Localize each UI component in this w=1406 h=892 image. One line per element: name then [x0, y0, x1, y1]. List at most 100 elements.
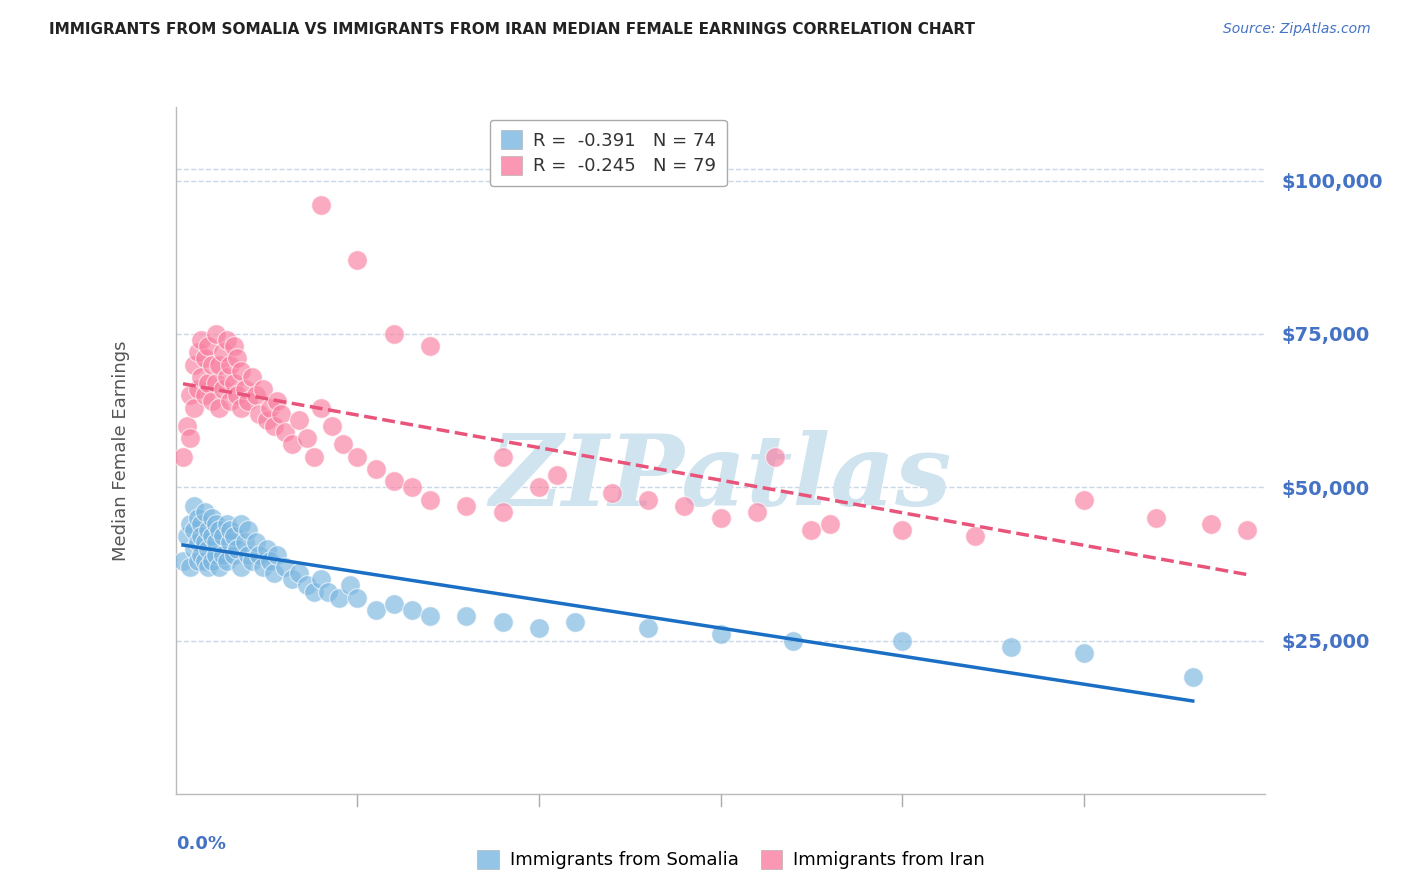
Point	[190, 369, 212, 384]
Point	[1236, 523, 1258, 537]
Point	[346, 450, 368, 464]
Point	[288, 566, 311, 580]
Point	[201, 358, 224, 372]
Point	[201, 394, 224, 409]
Point	[233, 382, 256, 396]
Point	[197, 560, 219, 574]
Point	[231, 516, 253, 531]
Point	[172, 554, 194, 568]
Point	[212, 345, 235, 359]
Point	[194, 535, 217, 549]
Point	[197, 339, 219, 353]
Point	[238, 548, 260, 562]
Point	[222, 339, 245, 353]
Point	[186, 554, 209, 568]
Text: Source: ZipAtlas.com: Source: ZipAtlas.com	[1223, 22, 1371, 37]
Point	[208, 523, 231, 537]
Point	[194, 554, 217, 568]
Point	[782, 633, 804, 648]
Point	[247, 407, 270, 421]
Point	[318, 584, 340, 599]
Point	[263, 418, 285, 433]
Point	[172, 450, 194, 464]
Point	[1000, 640, 1022, 654]
Point	[274, 560, 297, 574]
Point	[219, 394, 242, 409]
Point	[745, 505, 768, 519]
Point	[818, 516, 841, 531]
Point	[240, 554, 263, 568]
Point	[710, 511, 733, 525]
Point	[288, 413, 311, 427]
Point	[183, 401, 205, 415]
Point	[891, 523, 914, 537]
Point	[215, 554, 238, 568]
Point	[364, 603, 387, 617]
Point	[183, 499, 205, 513]
Point	[346, 253, 368, 268]
Point	[564, 615, 586, 630]
Point	[309, 198, 332, 212]
Point	[309, 401, 332, 415]
Point	[346, 591, 368, 605]
Point	[252, 560, 274, 574]
Point	[215, 333, 238, 347]
Point	[332, 437, 354, 451]
Point	[295, 431, 318, 445]
Point	[231, 560, 253, 574]
Point	[382, 474, 405, 488]
Point	[222, 548, 245, 562]
Point	[270, 407, 292, 421]
Point	[492, 615, 515, 630]
Point	[201, 529, 224, 543]
Point	[179, 431, 201, 445]
Point	[186, 382, 209, 396]
Text: 0.0%: 0.0%	[176, 835, 226, 853]
Point	[219, 535, 242, 549]
Point	[456, 609, 478, 624]
Point	[194, 505, 217, 519]
Point	[238, 523, 260, 537]
Point	[364, 462, 387, 476]
Point	[295, 578, 318, 592]
Point	[527, 621, 550, 635]
Point	[204, 548, 226, 562]
Legend: Immigrants from Somalia, Immigrants from Iran: Immigrants from Somalia, Immigrants from…	[468, 841, 994, 879]
Point	[263, 566, 285, 580]
Point	[891, 633, 914, 648]
Point	[309, 572, 332, 586]
Point	[208, 401, 231, 415]
Point	[186, 345, 209, 359]
Point	[256, 541, 278, 556]
Point	[219, 358, 242, 372]
Point	[1073, 492, 1095, 507]
Text: IMMIGRANTS FROM SOMALIA VS IMMIGRANTS FROM IRAN MEDIAN FEMALE EARNINGS CORRELATI: IMMIGRANTS FROM SOMALIA VS IMMIGRANTS FR…	[49, 22, 976, 37]
Point	[208, 560, 231, 574]
Point	[231, 401, 253, 415]
Point	[201, 554, 224, 568]
Point	[710, 627, 733, 641]
Point	[212, 548, 235, 562]
Point	[197, 523, 219, 537]
Point	[245, 388, 267, 402]
Point	[197, 376, 219, 390]
Point	[1181, 670, 1204, 684]
Point	[179, 516, 201, 531]
Point	[1199, 516, 1222, 531]
Point	[302, 450, 325, 464]
Point	[321, 418, 343, 433]
Point	[190, 529, 212, 543]
Point	[179, 388, 201, 402]
Point	[274, 425, 297, 439]
Point	[963, 529, 986, 543]
Point	[527, 480, 550, 494]
Point	[419, 492, 441, 507]
Point	[259, 401, 281, 415]
Point	[176, 529, 198, 543]
Point	[382, 597, 405, 611]
Point	[546, 467, 568, 482]
Point	[800, 523, 823, 537]
Point	[212, 529, 235, 543]
Point	[231, 364, 253, 378]
Point	[219, 523, 242, 537]
